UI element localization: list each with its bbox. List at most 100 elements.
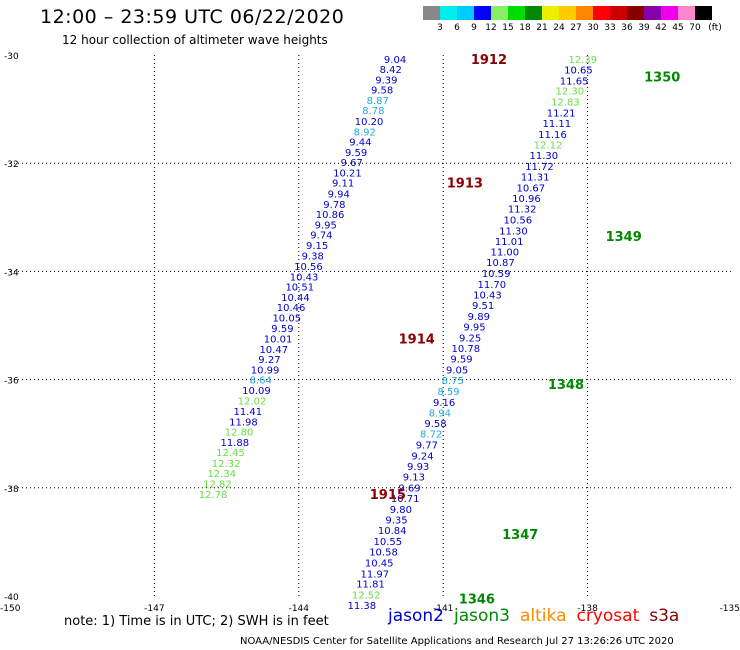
wave-height-label: 11.70	[477, 280, 506, 291]
wave-height-label: 10.09	[242, 386, 271, 397]
wave-height-label: 11.32	[508, 205, 537, 216]
wave-height-label: 9.51	[472, 301, 494, 312]
wave-height-label: 10.47	[259, 345, 288, 356]
wave-height-label: 9.78	[323, 200, 345, 211]
pass-time-label: 1914	[399, 332, 435, 347]
scale-swatch	[525, 6, 542, 20]
wave-height-label: 9.93	[407, 462, 429, 473]
wave-height-label: 10.78	[452, 344, 481, 355]
wave-height-label: 10.56	[294, 262, 323, 273]
wave-height-label: 12.34	[207, 469, 236, 480]
scale-label: 18	[519, 23, 531, 33]
legend-entry: cryosat	[576, 606, 640, 626]
wave-height-label: 10.51	[285, 283, 314, 294]
wave-height-label: 9.13	[403, 472, 425, 483]
pass-time-label: 1912	[471, 53, 507, 68]
x-tick-label: -135	[720, 604, 740, 614]
scale-label: 6	[454, 23, 460, 33]
pass-time-label: 1915	[370, 488, 406, 503]
scale-label: 24	[553, 23, 565, 33]
wave-height-label: 11.21	[547, 108, 576, 119]
wave-height-label: 9.39	[375, 75, 397, 86]
wave-height-label: 12.12	[534, 140, 563, 151]
wave-height-label: 10.84	[378, 526, 407, 537]
wave-height-label: 11.81	[356, 580, 385, 591]
chart-title: 12:00 – 23:59 UTC 06/22/2020	[40, 6, 345, 28]
wave-height-label: 8.87	[367, 96, 389, 107]
wave-height-label: 10.96	[512, 194, 541, 205]
wave-height-label: 9.58	[424, 419, 446, 430]
y-tick-label: -34	[4, 268, 19, 278]
wave-height-label: 9.67	[341, 158, 363, 169]
wave-height-label: 8.75	[442, 376, 464, 387]
wave-height-label: 9.11	[332, 179, 354, 190]
scale-swatch	[678, 6, 695, 20]
wave-height-label: 9.16	[433, 398, 455, 409]
scale-label: 15	[502, 23, 514, 33]
wave-height-label: 12.52	[352, 590, 381, 601]
wave-height-label: 11.31	[521, 173, 550, 184]
scale-swatch	[440, 6, 457, 20]
wave-height-label: 9.44	[349, 138, 371, 149]
wave-height-label: 11.01	[495, 237, 524, 248]
scale-swatch	[474, 6, 491, 20]
wave-height-label: 10.20	[355, 117, 384, 128]
legend-entry: s3a	[649, 606, 680, 626]
wave-height-label: 9.35	[385, 516, 407, 527]
pass-time-label: 1347	[502, 528, 538, 543]
pass-time-label: 1346	[459, 593, 495, 608]
wave-height-label: 9.24	[411, 451, 433, 462]
scale-label: 39	[638, 23, 650, 33]
scale-swatch	[661, 6, 678, 20]
scale-label: 45	[672, 23, 684, 33]
scale-label: 36	[621, 23, 633, 33]
wave-height-label: 12.32	[212, 459, 241, 470]
legend-entry: jason2	[388, 606, 444, 626]
wave-height-label: 9.59	[345, 148, 367, 159]
pass-time-label: 1913	[447, 177, 483, 192]
wave-height-label: 9.69	[398, 483, 420, 494]
y-tick-label: -30	[4, 52, 19, 62]
wave-height-label: 11.72	[525, 162, 554, 173]
wave-height-label: 10.01	[264, 334, 293, 345]
scale-label: 27	[570, 23, 582, 33]
wave-height-label: 10.05	[272, 313, 301, 324]
wave-height-label: 10.56	[503, 215, 532, 226]
footnote: note: 1) Time is in UTC; 2) SWH is in fe…	[64, 614, 329, 629]
wave-height-label: 10.59	[482, 269, 511, 280]
chart-subtitle: 12 hour collection of altimeter wave hei…	[62, 33, 328, 47]
wave-height-label: 11.41	[233, 407, 262, 418]
scale-unit: (ft)	[708, 23, 722, 33]
x-tick-label: -138	[577, 604, 598, 614]
wave-height-label: 8.94	[429, 409, 451, 420]
wave-height-label: 8.92	[354, 127, 376, 138]
legend-entry: altika	[520, 606, 567, 626]
wave-height-label: 10.67	[516, 184, 545, 195]
wave-height-label: 9.94	[328, 189, 350, 200]
scale-swatch	[644, 6, 661, 20]
wave-height-label: 11.30	[529, 151, 558, 162]
wave-height-label: 9.95	[315, 220, 337, 231]
pass-time-label: 1349	[606, 230, 642, 245]
wave-height-label: 12.78	[199, 490, 228, 501]
wave-height-label: 11.98	[229, 417, 258, 428]
wave-height-label: 9.15	[306, 241, 328, 252]
y-tick-label: -32	[4, 160, 19, 170]
wave-height-label: 9.89	[468, 312, 490, 323]
wave-height-label: 10.43	[290, 272, 319, 283]
scale-swatch	[423, 6, 440, 20]
scale-label: 12	[485, 23, 497, 33]
wave-height-label: 12.39	[568, 55, 597, 66]
wave-height-label: 9.27	[258, 355, 280, 366]
wave-height-label: 11.97	[361, 569, 390, 580]
wave-height-label: 8.64	[250, 376, 272, 387]
wave-height-label: 8.72	[420, 430, 442, 441]
wave-height-label: 9.74	[310, 231, 332, 242]
wave-height-label: 8.59	[437, 387, 459, 398]
legend-entry: jason3	[454, 606, 510, 626]
wave-height-label: 11.11	[542, 119, 571, 130]
scale-swatch	[610, 6, 627, 20]
scale-label: 3	[437, 23, 443, 33]
wave-height-label: 9.04	[384, 55, 406, 66]
